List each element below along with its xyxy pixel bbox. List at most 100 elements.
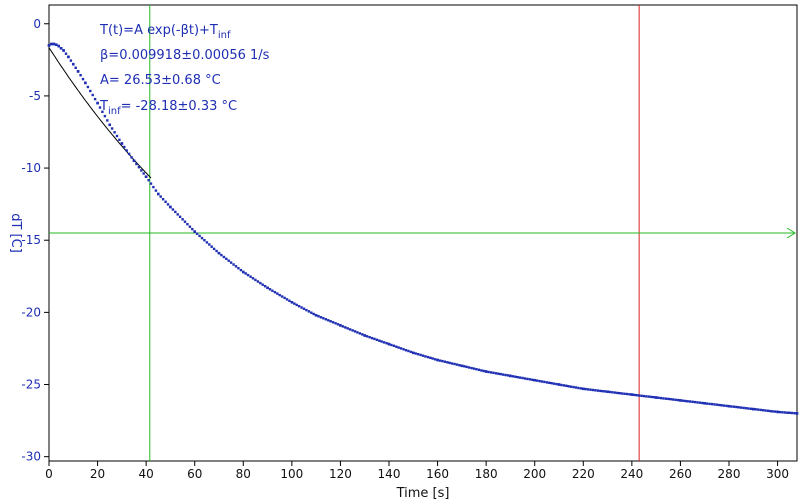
x-tick-label: 280 bbox=[718, 467, 741, 481]
fit-tinf-value: = -28.18±0.33 °C bbox=[121, 99, 237, 114]
data-point bbox=[210, 245, 213, 248]
data-point-sample bbox=[582, 387, 585, 391]
data-point bbox=[662, 397, 665, 400]
data-point bbox=[754, 408, 757, 411]
data-point bbox=[623, 392, 626, 395]
data-point bbox=[601, 390, 604, 393]
data-point bbox=[608, 390, 612, 394]
data-point bbox=[322, 317, 325, 320]
data-point-sample bbox=[108, 123, 111, 127]
data-point bbox=[140, 169, 143, 172]
data-point-sample bbox=[727, 404, 731, 408]
data-point bbox=[220, 253, 223, 257]
data-point bbox=[346, 327, 349, 330]
data-point bbox=[329, 320, 332, 323]
data-point bbox=[98, 106, 102, 109]
fit-A-text: A= 26.53±0.68 °C bbox=[100, 73, 221, 88]
y-axis-ticks: 0 -5 -10 -15 -20 -25 -30 bbox=[21, 17, 49, 464]
data-point bbox=[348, 328, 352, 331]
data-point bbox=[259, 281, 262, 285]
data-point bbox=[334, 322, 337, 325]
data-point bbox=[222, 255, 226, 259]
data-point bbox=[504, 373, 507, 377]
data-point bbox=[212, 247, 216, 251]
data-point bbox=[628, 393, 631, 396]
data-point bbox=[429, 356, 432, 359]
data-point bbox=[739, 406, 743, 409]
data-point bbox=[263, 285, 267, 288]
data-point-sample bbox=[67, 55, 70, 59]
data-point bbox=[455, 363, 459, 366]
data-point bbox=[302, 307, 306, 310]
data-point bbox=[186, 223, 189, 226]
data-point bbox=[310, 311, 313, 314]
x-tick-label: 60 bbox=[187, 467, 202, 481]
data-point bbox=[125, 149, 128, 152]
data-point bbox=[118, 138, 121, 141]
fit-model-text: T(t)=A exp(-βt)+Tinf bbox=[99, 23, 231, 41]
data-point bbox=[756, 408, 760, 411]
data-point bbox=[293, 302, 296, 305]
data-point bbox=[640, 394, 643, 397]
data-point bbox=[208, 243, 211, 246]
data-point bbox=[159, 195, 162, 198]
data-point bbox=[591, 388, 595, 392]
data-point bbox=[312, 312, 315, 316]
data-point bbox=[540, 380, 544, 383]
data-point bbox=[123, 145, 126, 149]
data-point bbox=[766, 409, 770, 412]
data-point bbox=[489, 371, 493, 374]
data-point bbox=[375, 338, 379, 341]
data-point bbox=[361, 333, 364, 336]
data-point bbox=[667, 397, 670, 401]
data-point bbox=[681, 399, 685, 402]
data-point bbox=[596, 389, 600, 392]
fit-model-subscript: inf bbox=[218, 30, 231, 41]
data-point bbox=[586, 388, 590, 391]
data-point-sample bbox=[290, 301, 294, 304]
data-point-sample bbox=[654, 396, 658, 399]
data-point bbox=[127, 152, 131, 156]
data-point bbox=[516, 376, 519, 379]
data-point bbox=[477, 368, 481, 371]
data-point bbox=[620, 392, 624, 395]
data-point bbox=[178, 215, 182, 218]
data-point bbox=[671, 398, 675, 401]
data-point bbox=[273, 291, 277, 294]
data-point bbox=[545, 381, 549, 384]
data-point bbox=[613, 391, 617, 394]
y-tick-label: -30 bbox=[21, 450, 41, 464]
data-point bbox=[759, 408, 762, 412]
data-point bbox=[450, 362, 454, 365]
data-point-sample bbox=[157, 192, 160, 196]
data-point bbox=[698, 401, 702, 404]
data-point bbox=[499, 372, 502, 376]
data-point bbox=[244, 272, 247, 275]
data-point bbox=[565, 384, 568, 387]
data-point-sample bbox=[59, 47, 63, 50]
data-point bbox=[669, 398, 672, 401]
data-point-sample bbox=[314, 314, 318, 317]
data-point bbox=[351, 329, 354, 332]
data-point bbox=[747, 407, 750, 410]
data-point bbox=[543, 380, 546, 384]
fit-tinf-text: Tinf= -28.18±0.33 °C bbox=[99, 99, 237, 117]
data-point bbox=[705, 402, 709, 405]
data-point-sample bbox=[76, 70, 80, 73]
data-point-sample bbox=[752, 407, 755, 411]
data-point bbox=[397, 346, 400, 349]
data-point bbox=[232, 263, 235, 266]
data-point bbox=[431, 357, 434, 360]
data-point bbox=[409, 350, 413, 354]
y-tick-label: -25 bbox=[21, 378, 41, 392]
data-point bbox=[688, 400, 692, 403]
data-point bbox=[749, 407, 753, 410]
data-point bbox=[453, 362, 456, 366]
data-point bbox=[645, 395, 648, 398]
data-point bbox=[737, 406, 740, 409]
data-point bbox=[395, 345, 398, 348]
data-point bbox=[769, 409, 772, 413]
data-point bbox=[788, 411, 791, 414]
data-point bbox=[470, 366, 473, 370]
